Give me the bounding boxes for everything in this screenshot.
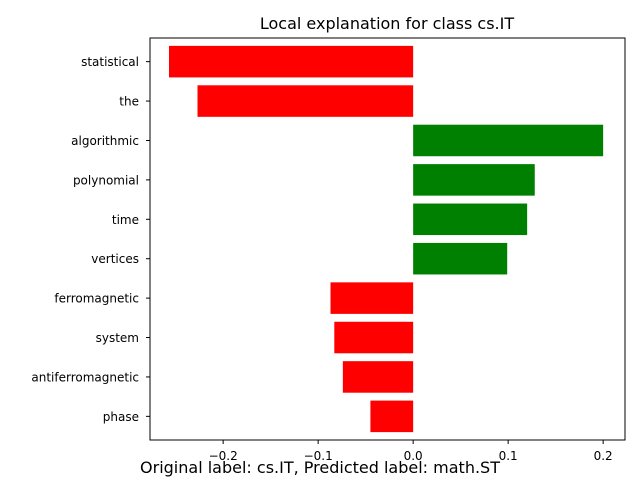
chart-title: Local explanation for class cs.IT (260, 14, 515, 33)
y-tick-label: phase (103, 410, 139, 424)
y-tick-label: polynomial (73, 173, 139, 187)
plot-frame (149, 37, 626, 441)
x-tick-label: 0.1 (499, 449, 518, 463)
bar-system (334, 321, 414, 354)
bar-phase (370, 400, 414, 433)
y-tick-label: ferromagnetic (54, 292, 139, 306)
y-tick-label: antiferromagnetic (31, 370, 139, 384)
bar-vertices (413, 242, 508, 275)
x-tick-label: −0.1 (304, 449, 333, 463)
bar-ferromagnetic (330, 282, 414, 314)
bar-the (197, 85, 414, 117)
x-tick-label: 0.2 (594, 449, 613, 463)
x-tick-label: 0.0 (404, 449, 423, 463)
y-tick-label: statistical (81, 55, 139, 69)
y-tick-label: vertices (91, 252, 139, 266)
bar-antiferromagnetic (342, 361, 414, 393)
bar-polynomial (413, 164, 535, 196)
x-tick-label: −0.2 (209, 449, 238, 463)
y-tick-label: the (119, 95, 139, 109)
label-caption: Original label: cs.IT, Predicted label: … (140, 458, 500, 477)
bar-statistical (169, 45, 414, 78)
bar-algorithmic (413, 124, 604, 157)
bar-time (413, 203, 528, 236)
y-tick-label: algorithmic (71, 134, 139, 148)
y-tick-label: time (112, 213, 139, 227)
y-tick-label: system (96, 331, 139, 345)
